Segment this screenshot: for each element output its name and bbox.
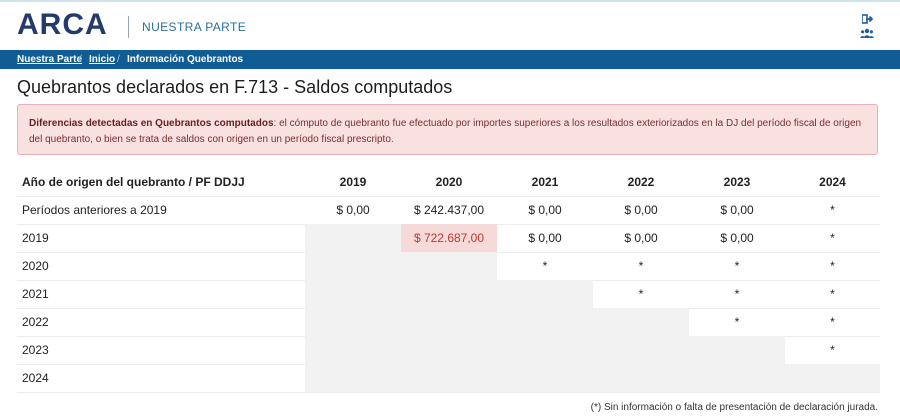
column-header: Año de origen del quebranto / PF DDJJ bbox=[22, 175, 245, 189]
table-cell: $ 0,00 bbox=[336, 203, 370, 217]
table-cell bbox=[401, 308, 497, 336]
column-header: 2022 bbox=[627, 175, 655, 189]
table-cell: 2021 bbox=[22, 287, 49, 301]
table-cell bbox=[593, 336, 689, 364]
table-cell bbox=[593, 364, 689, 392]
table-cell: 2022 bbox=[22, 315, 49, 329]
header-subtitle: NUESTRA PARTE bbox=[142, 20, 247, 34]
table-cell bbox=[401, 336, 497, 364]
table-row: 2023 * bbox=[17, 336, 880, 365]
table-cell bbox=[785, 364, 880, 392]
table-cell bbox=[305, 224, 401, 252]
highlighted-cell: $ 722.687,00 bbox=[401, 224, 497, 252]
table-cell: Períodos anteriores a 2019 bbox=[22, 203, 167, 217]
table-cell: 2020 bbox=[22, 259, 49, 273]
table-cell bbox=[401, 280, 497, 308]
breadcrumb: Nuestra Parte / Inicio / Información Que… bbox=[0, 50, 900, 69]
table-cell: * bbox=[542, 259, 548, 273]
table-cell bbox=[305, 308, 401, 336]
column-header: 2021 bbox=[531, 175, 559, 189]
table-cell: 2024 bbox=[22, 371, 49, 385]
breadcrumb-separator: / bbox=[79, 54, 82, 65]
table-row: 2020 * * * * bbox=[17, 252, 880, 281]
table-cell bbox=[305, 280, 401, 308]
table-cell: * bbox=[830, 287, 835, 301]
table-row: Períodos anteriores a 2019 $ 0,00 $ 242.… bbox=[17, 196, 880, 225]
table-cell: * bbox=[830, 203, 835, 217]
table-cell: * bbox=[734, 315, 740, 329]
header: ARCA NUESTRA PARTE bbox=[0, 2, 900, 50]
table-row: 2021 * * * bbox=[17, 280, 880, 309]
table-cell: * bbox=[638, 259, 644, 273]
arca-logo[interactable]: ARCA bbox=[17, 8, 108, 41]
table-header-row: Año de origen del quebranto / PF DDJJ 20… bbox=[17, 168, 880, 197]
alert-text: : el cómputo de quebranto fue efectuado … bbox=[29, 118, 862, 145]
table-cell: $ 0,00 bbox=[720, 231, 754, 245]
table-cell: $ 242.437,00 bbox=[413, 203, 485, 217]
column-header: 2020 bbox=[435, 175, 463, 189]
table-cell: * bbox=[638, 287, 644, 301]
breadcrumb-current: Información Quebrantos bbox=[127, 54, 244, 65]
table-cell: $ 0,00 bbox=[528, 231, 562, 245]
breadcrumb-separator: / bbox=[117, 54, 120, 65]
table-cell bbox=[689, 336, 785, 364]
table-cell bbox=[497, 336, 593, 364]
table-cell: $ 0,00 bbox=[528, 203, 562, 217]
table-row: 2022 * * bbox=[17, 308, 880, 337]
warning-alert: Diferencias detectadas en Quebrantos com… bbox=[17, 104, 878, 155]
table-cell: * bbox=[734, 259, 740, 273]
table-cell bbox=[497, 364, 593, 392]
breadcrumb-inicio[interactable]: Inicio bbox=[89, 54, 116, 65]
table-cell: 2019 bbox=[22, 231, 49, 245]
table-cell bbox=[593, 308, 689, 336]
table-row: 2019 $ 722.687,00 $ 0,00 $ 0,00 $ 0,00 * bbox=[17, 224, 880, 253]
column-header: 2024 bbox=[819, 175, 846, 189]
users-icon[interactable] bbox=[860, 28, 874, 38]
logout-icon[interactable] bbox=[862, 14, 874, 24]
table-cell: * bbox=[830, 343, 835, 357]
alert-bold-text: Diferencias detectadas en Quebrantos com… bbox=[29, 118, 274, 129]
table-cell: * bbox=[734, 287, 740, 301]
table-cell bbox=[305, 336, 401, 364]
table-cell: $ 0,00 bbox=[624, 231, 658, 245]
table-cell bbox=[401, 364, 497, 392]
table-cell: * bbox=[830, 231, 835, 245]
table-row: 2024 bbox=[17, 364, 880, 393]
table-cell bbox=[305, 252, 401, 280]
breadcrumb-nuestra-parte[interactable]: Nuestra Parte bbox=[17, 54, 83, 65]
table-cell: * bbox=[830, 259, 835, 273]
table-cell: 2023 bbox=[22, 343, 49, 357]
table-cell bbox=[305, 364, 401, 392]
column-header: 2023 bbox=[723, 175, 751, 189]
table-cell bbox=[497, 280, 593, 308]
table-cell: * bbox=[830, 315, 835, 329]
table-cell bbox=[401, 252, 497, 280]
footnote: (*) Sin información o falta de presentac… bbox=[590, 402, 878, 413]
top-accent-line bbox=[0, 0, 900, 2]
table-cell: $ 0,00 bbox=[720, 203, 754, 217]
page-title: Quebrantos declarados en F.713 - Saldos … bbox=[17, 77, 453, 97]
table-cell bbox=[689, 364, 785, 392]
header-divider bbox=[128, 16, 129, 38]
table-cell: $ 0,00 bbox=[624, 203, 658, 217]
column-header: 2019 bbox=[339, 175, 367, 189]
table-cell bbox=[497, 308, 593, 336]
